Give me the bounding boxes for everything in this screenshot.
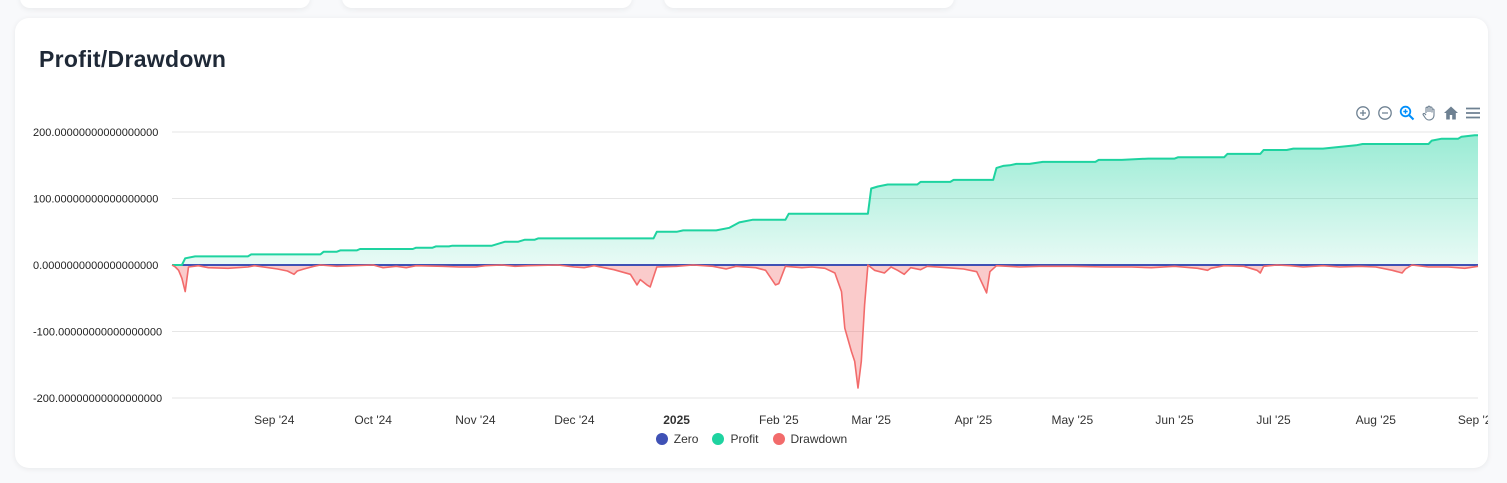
- legend-marker-drawdown: [772, 433, 785, 445]
- series-layer: [171, 134, 1479, 389]
- y-axis: 200.00000000000000000 100.000000000000000…: [33, 127, 162, 405]
- zoom-in-icon[interactable]: [1354, 104, 1372, 122]
- zoom-out-icon[interactable]: [1376, 104, 1394, 122]
- x-tick-label: Dec '24: [554, 413, 595, 427]
- legend-item-zero[interactable]: Zero: [655, 432, 699, 446]
- page-title: Profit/Drawdown: [39, 46, 227, 72]
- menu-icon[interactable]: [1464, 104, 1482, 122]
- legend-marker-profit: [712, 433, 725, 445]
- y-tick-label: 100.00000000000000000: [33, 194, 158, 206]
- x-tick-label: May '25: [1052, 413, 1094, 427]
- legend-label-zero: Zero: [673, 432, 699, 446]
- legend-item-drawdown[interactable]: Drawdown: [772, 432, 848, 446]
- y-tick-label: -200.00000000000000000: [33, 393, 162, 405]
- x-tick-label: Oct '24: [354, 413, 392, 427]
- y-tick-label: 0.0000000000000000000: [33, 260, 158, 272]
- legend-label-drawdown: Drawdown: [790, 432, 848, 446]
- x-tick-label: Jun '25: [1155, 413, 1194, 427]
- top-card-1: [20, 0, 310, 8]
- x-tick-label: Mar '25: [851, 413, 891, 427]
- legend-marker-zero: [655, 433, 668, 445]
- x-tick-label: Sep '24: [254, 413, 295, 427]
- pan-hand-icon[interactable]: [1420, 104, 1438, 122]
- x-tick-label: Nov '24: [455, 413, 496, 427]
- home-reset-icon[interactable]: [1442, 104, 1460, 122]
- drawdown-area: [172, 265, 1478, 388]
- legend-item-profit[interactable]: Profit: [712, 432, 759, 446]
- y-tick-label: 200.00000000000000000: [33, 127, 158, 139]
- x-tick-label: 2025: [663, 413, 690, 427]
- x-tick-label: Sep '25: [1458, 413, 1488, 427]
- profit-drawdown-chart: 200.00000000000000000 100.000000000000000…: [33, 127, 1488, 427]
- x-tick-label: Apr '25: [955, 413, 993, 427]
- selection-zoom-icon[interactable]: [1398, 104, 1416, 122]
- top-card-3: [664, 0, 954, 8]
- drawdown-line: [171, 264, 1479, 389]
- chart-legend: Zero Profit Drawdown: [15, 432, 1488, 446]
- x-axis: Sep '24 Oct '24 Nov '24 Dec '24 2025 Feb '25 M…: [254, 413, 1488, 427]
- top-card-2: [342, 0, 632, 8]
- x-tick-label: Feb '25: [759, 413, 799, 427]
- profit-drawdown-card: Profit/Drawdown 200.00000000000000000 100…: [15, 18, 1488, 468]
- chart-toolbar: [1354, 104, 1482, 122]
- y-tick-label: -100.00000000000000000: [33, 327, 162, 339]
- x-tick-label: Jul '25: [1256, 413, 1291, 427]
- profit-line: [172, 134, 1478, 266]
- profit-area: [172, 135, 1478, 265]
- x-tick-label: Aug '25: [1356, 413, 1397, 427]
- legend-label-profit: Profit: [730, 432, 759, 446]
